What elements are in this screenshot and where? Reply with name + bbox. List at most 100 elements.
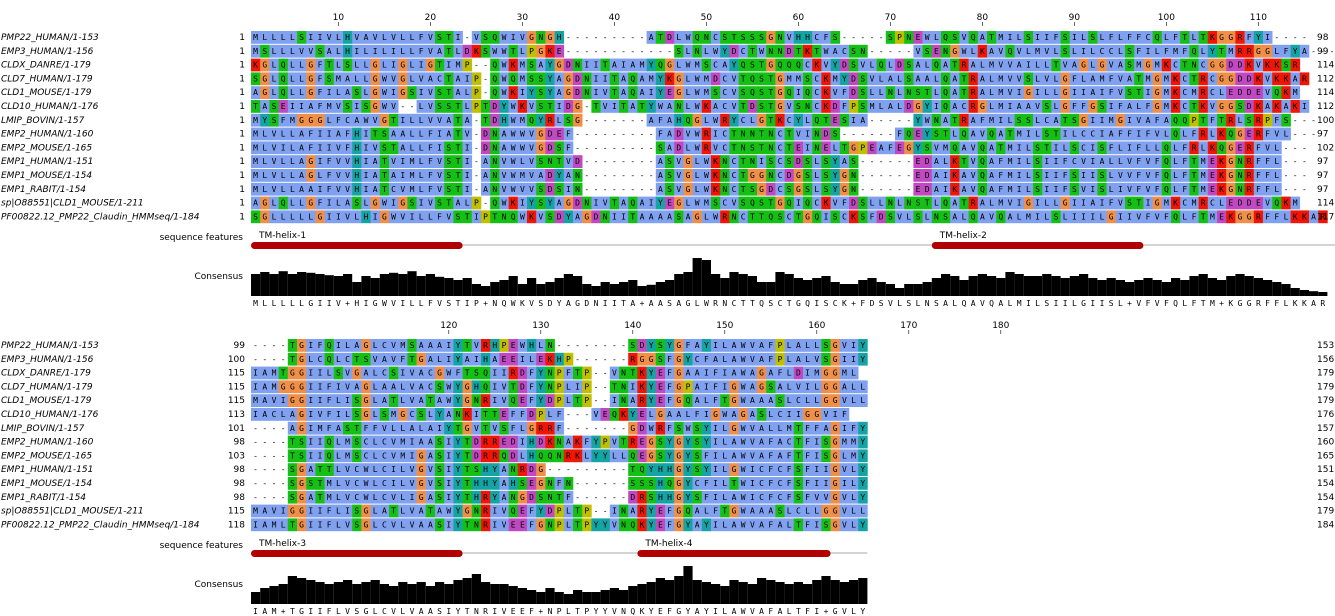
residue-cell — [922, 44, 933, 58]
residue-cell — [1079, 72, 1089, 86]
consensus-residue: C — [778, 299, 783, 308]
residue-letter: L — [879, 74, 884, 83]
residue-letter: L — [336, 479, 341, 488]
residue-letter: R — [1293, 61, 1298, 70]
sequence-start-position: 98 — [234, 479, 246, 489]
residue-letter: F — [998, 157, 1003, 166]
residue-cell — [1134, 127, 1144, 141]
residue-letter: T — [446, 47, 451, 56]
residue-letter: L — [281, 33, 286, 42]
residue-cell — [444, 31, 454, 44]
residue-letter: L — [695, 171, 700, 180]
consensus-residue: I — [1090, 299, 1095, 308]
residue-letter: D — [548, 171, 553, 180]
residue-letter: I — [492, 382, 497, 391]
residue-letter: - — [649, 130, 654, 139]
residue-letter: V — [1210, 102, 1215, 111]
residue-letter: M — [851, 438, 856, 447]
residue-letter: F — [768, 479, 773, 488]
residue-cell — [499, 72, 509, 86]
consensus-residue: T — [750, 299, 755, 308]
residue-letter: A — [502, 493, 507, 502]
tm-helix-bar — [251, 242, 463, 249]
residue-letter: - — [1284, 143, 1289, 152]
consensus-bar — [1115, 280, 1125, 296]
residue-letter: I — [373, 47, 378, 56]
residue-letter: V — [1118, 88, 1123, 97]
residue-letter: C — [1146, 33, 1151, 42]
residue-letter: L — [851, 396, 856, 405]
consensus-bar — [471, 284, 481, 296]
residue-letter: E — [603, 410, 608, 419]
residue-letter: F — [1146, 102, 1151, 111]
residue-letter: - — [566, 465, 571, 474]
residue-letter: - — [603, 493, 608, 502]
residue-letter: E — [897, 143, 902, 152]
residue-cell — [1171, 141, 1181, 155]
consensus-residue: F — [1146, 299, 1151, 308]
residue-letter: L — [1146, 143, 1151, 152]
residue-letter: F — [768, 451, 773, 460]
residue-cell — [1171, 86, 1181, 99]
residue-letter: G — [1063, 74, 1068, 83]
residue-letter: N — [851, 185, 856, 194]
residue-letter: - — [888, 171, 893, 180]
residue-cell — [343, 127, 353, 141]
residue-letter: S — [750, 61, 755, 70]
residue-letter: R — [971, 199, 976, 208]
residue-letter: G — [529, 33, 534, 42]
residue-cell — [1069, 44, 1080, 58]
residue-letter: V — [732, 74, 737, 83]
residue-letter: Y — [456, 479, 461, 488]
residue-cell — [646, 31, 657, 44]
residue-cell — [1244, 44, 1255, 58]
residue-letter: V — [998, 61, 1003, 70]
residue-letter: L — [934, 199, 939, 208]
residue-letter: M — [520, 61, 525, 70]
residue-cell — [941, 127, 951, 141]
residue-letter: A — [640, 88, 645, 97]
residue-letter: Y — [722, 47, 727, 56]
residue-letter: V — [318, 410, 323, 419]
residue-letter: N — [768, 171, 773, 180]
residue-letter: S — [759, 74, 764, 83]
residue-letter: A — [354, 116, 359, 125]
residue-letter: I — [1035, 88, 1040, 97]
residue-letter: - — [281, 451, 286, 460]
residue-cell — [812, 31, 822, 44]
residue-cell — [1290, 58, 1301, 72]
residue-letter: I — [594, 61, 599, 70]
residue-letter: A — [962, 171, 967, 180]
residue-letter: L — [897, 88, 902, 97]
residue-letter: F — [1127, 130, 1132, 139]
residue-letter: I — [318, 369, 323, 378]
residue-letter: G — [676, 341, 681, 350]
residue-letter: A — [1054, 116, 1059, 125]
residue-letter: G — [548, 33, 553, 42]
residue-letter: L — [695, 185, 700, 194]
residue-letter: D — [1238, 74, 1243, 83]
residue-letter: H — [557, 33, 562, 42]
residue-letter: - — [906, 171, 911, 180]
residue-letter: V — [529, 102, 534, 111]
residue-letter: I — [851, 341, 856, 350]
residue-letter: S — [538, 493, 543, 502]
residue-letter: L — [382, 61, 387, 70]
residue-letter: S — [1035, 171, 1040, 180]
residue-letter: H — [511, 479, 516, 488]
consensus-bar — [333, 276, 343, 296]
residue-letter: I — [318, 157, 323, 166]
residue-letter: V — [529, 130, 534, 139]
residue-letter: F — [1136, 185, 1141, 194]
residue-cell — [435, 72, 445, 86]
residue-letter: L — [1100, 212, 1105, 221]
residue-letter: I — [308, 396, 313, 405]
residue-letter: W — [511, 171, 516, 180]
residue-cell — [941, 86, 951, 99]
sequence-end-position: 98 — [1317, 33, 1329, 43]
residue-letter: W — [741, 493, 746, 502]
residue-letter: Y — [492, 493, 497, 502]
residue-cell — [1088, 141, 1098, 155]
residue-letter: I — [502, 369, 507, 378]
residue-cell — [453, 155, 463, 168]
